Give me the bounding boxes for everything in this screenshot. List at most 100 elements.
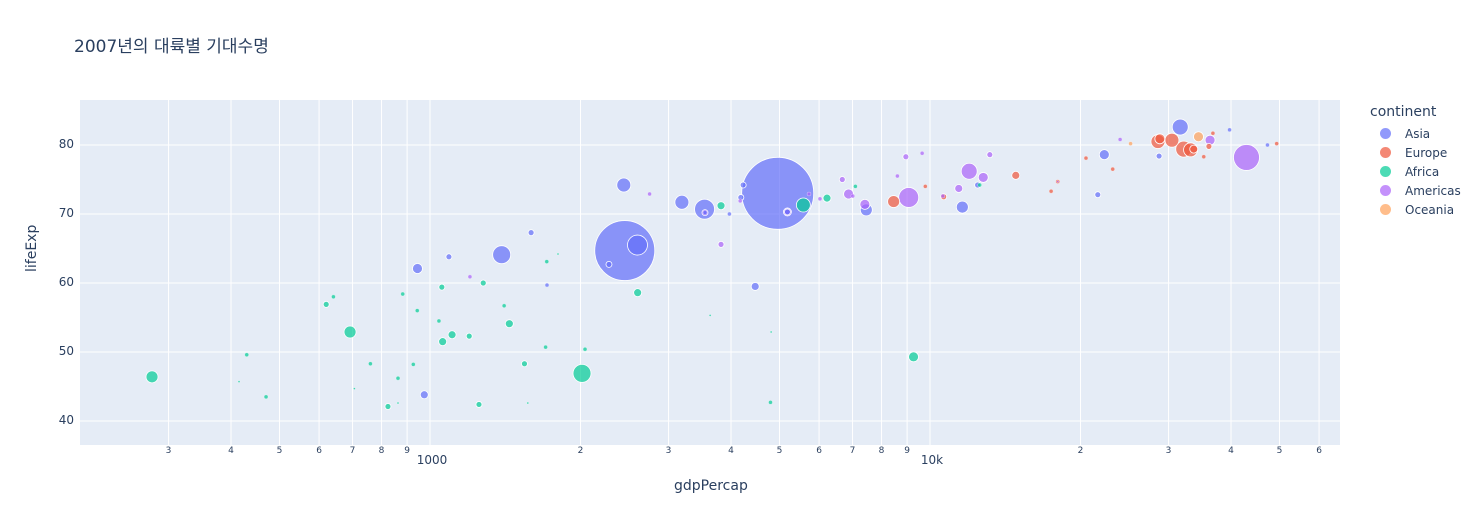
data-point-europe[interactable] [1154, 133, 1166, 145]
data-point-americas[interactable] [940, 193, 946, 199]
data-point-americas[interactable] [895, 173, 900, 179]
data-point-africa[interactable] [572, 363, 592, 383]
data-point-africa[interactable] [521, 360, 528, 368]
data-point-americas[interactable] [1233, 144, 1260, 171]
legend-item-oceania[interactable]: Oceania [1370, 200, 1461, 219]
data-point-europe[interactable] [1274, 141, 1279, 146]
plot-area[interactable] [80, 100, 1340, 445]
data-point-americas[interactable] [898, 187, 920, 208]
data-point-africa[interactable] [343, 325, 357, 339]
data-point-americas[interactable] [902, 153, 910, 161]
data-point-africa[interactable] [237, 380, 241, 383]
data-point-africa[interactable] [582, 347, 588, 352]
data-point-africa[interactable] [853, 184, 858, 189]
data-point-americas[interactable] [817, 196, 823, 201]
data-point-africa[interactable] [415, 308, 420, 313]
data-point-asia[interactable] [1098, 149, 1110, 161]
data-point-asia[interactable] [750, 282, 760, 291]
data-point-asia[interactable] [702, 210, 708, 215]
data-point-europe[interactable] [887, 195, 901, 208]
data-point-europe[interactable] [1110, 166, 1115, 172]
data-point-africa[interactable] [475, 401, 483, 408]
data-point-africa[interactable] [438, 337, 448, 347]
data-point-asia[interactable] [527, 229, 535, 237]
data-point-africa[interactable] [795, 197, 811, 213]
data-point-africa[interactable] [479, 279, 487, 287]
data-point-americas[interactable] [977, 172, 989, 183]
data-point-asia[interactable] [544, 282, 550, 288]
data-point-asia[interactable] [1171, 118, 1189, 136]
data-point-europe[interactable] [1048, 189, 1054, 194]
data-point-asia[interactable] [419, 390, 429, 400]
data-point-africa[interactable] [768, 400, 773, 405]
data-point-africa[interactable] [822, 193, 832, 203]
data-point-africa[interactable] [501, 303, 507, 308]
data-point-asia[interactable] [955, 200, 969, 214]
data-point-africa[interactable] [908, 351, 919, 363]
data-point-asia[interactable] [1155, 152, 1163, 160]
data-point-asia[interactable] [674, 194, 690, 210]
data-point-africa[interactable] [368, 361, 373, 366]
data-point-asia[interactable] [445, 253, 453, 261]
data-point-americas[interactable] [647, 191, 652, 197]
data-point-asia[interactable] [605, 260, 613, 268]
data-point-africa[interactable] [384, 403, 392, 410]
data-point-africa[interactable] [353, 387, 356, 390]
data-point-asia[interactable] [694, 198, 715, 220]
data-point-europe[interactable] [923, 184, 928, 189]
data-point-europe[interactable] [1205, 142, 1213, 150]
data-point-europe[interactable] [1083, 155, 1089, 161]
data-point-asia[interactable] [1265, 142, 1270, 148]
data-point-asia[interactable] [741, 156, 815, 230]
data-point-africa[interactable] [556, 252, 560, 256]
data-point-europe[interactable] [1164, 132, 1180, 148]
data-point-americas[interactable] [717, 240, 725, 248]
legend-item-europe[interactable]: Europe [1370, 143, 1461, 162]
data-point-asia[interactable] [1227, 127, 1232, 132]
data-point-africa[interactable] [504, 319, 514, 329]
data-point-africa[interactable] [544, 259, 549, 264]
data-point-americas[interactable] [1117, 137, 1123, 142]
data-point-africa[interactable] [708, 314, 712, 317]
data-point-asia[interactable] [727, 211, 732, 217]
data-point-africa[interactable] [331, 294, 336, 299]
data-point-americas[interactable] [806, 191, 812, 197]
data-point-africa[interactable] [263, 394, 269, 400]
data-point-africa[interactable] [716, 201, 726, 211]
data-points[interactable] [145, 118, 1279, 410]
data-point-africa[interactable] [436, 318, 442, 324]
data-point-americas[interactable] [960, 162, 978, 180]
data-point-africa[interactable] [400, 291, 405, 297]
data-point-asia[interactable] [1094, 191, 1102, 199]
data-point-europe[interactable] [1201, 154, 1206, 159]
data-point-americas[interactable] [920, 151, 925, 156]
data-point-africa[interactable] [465, 332, 473, 340]
data-point-africa[interactable] [526, 401, 529, 405]
data-point-americas[interactable] [467, 274, 473, 279]
data-point-africa[interactable] [543, 345, 548, 350]
data-point-asia[interactable] [627, 234, 648, 256]
data-point-africa[interactable] [769, 330, 773, 334]
data-point-africa[interactable] [322, 300, 330, 308]
data-point-americas[interactable] [986, 151, 994, 159]
data-point-americas[interactable] [1056, 180, 1059, 183]
data-point-africa[interactable] [395, 376, 401, 381]
data-point-africa[interactable] [145, 370, 159, 384]
data-point-americas[interactable] [954, 184, 964, 193]
legend-item-americas[interactable]: Americas [1370, 181, 1461, 200]
data-point-americas[interactable] [738, 198, 743, 204]
data-point-europe[interactable] [1189, 144, 1199, 154]
data-point-asia[interactable] [492, 245, 512, 265]
data-point-europe[interactable] [1210, 131, 1216, 136]
data-point-asia[interactable] [784, 208, 791, 216]
data-point-americas[interactable] [850, 193, 855, 199]
legend-item-africa[interactable]: Africa [1370, 162, 1461, 181]
data-point-asia[interactable] [412, 263, 423, 274]
data-point-oceania[interactable] [1128, 141, 1133, 146]
data-point-africa[interactable] [633, 288, 643, 298]
data-point-africa[interactable] [977, 182, 982, 188]
data-point-africa[interactable] [411, 362, 416, 367]
data-point-asia[interactable] [616, 177, 632, 193]
data-point-asia[interactable] [739, 181, 747, 189]
